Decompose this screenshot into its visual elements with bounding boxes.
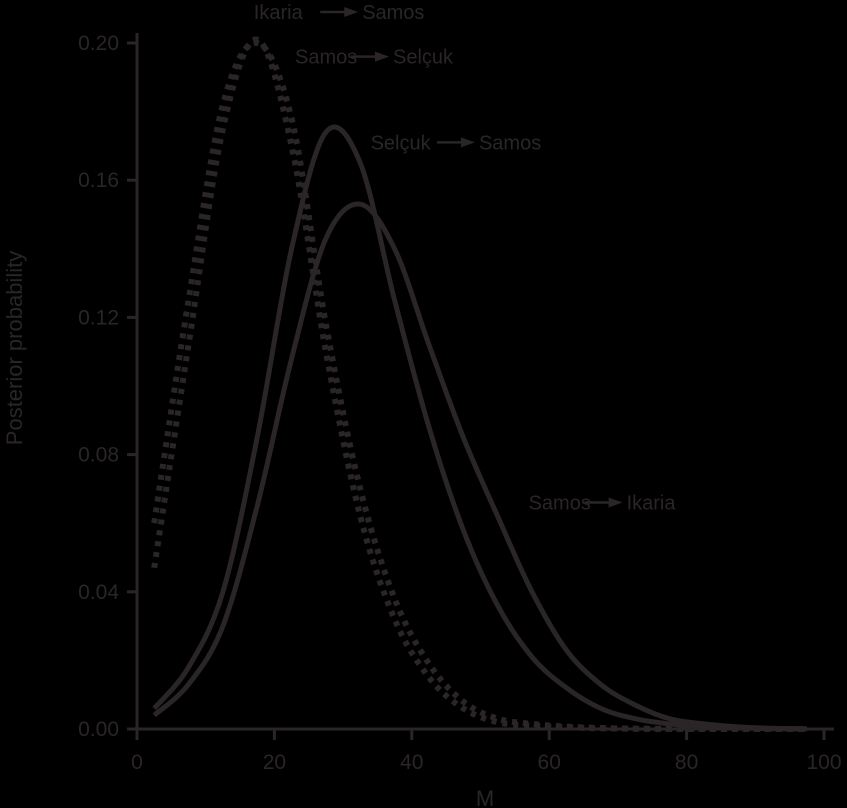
series-line-sel-uk-samos <box>152 124 807 732</box>
y-tick-label: 0.08 <box>78 444 119 467</box>
series-annotation: Ikaria Samos <box>254 2 425 24</box>
arrow-head-icon <box>375 51 390 62</box>
annotation-from: Ikaria <box>254 2 304 24</box>
x-axis: 0 20 40 60 80 100 <box>131 727 842 774</box>
arrow-head-icon <box>608 497 623 508</box>
arrow-head-icon <box>344 6 359 17</box>
x-tick-label: 60 <box>538 751 561 774</box>
annotation-to: Samos <box>479 132 541 154</box>
x-tick-label: 20 <box>263 751 286 774</box>
annotation-to: Samos <box>362 2 424 24</box>
annotation-to: Ikaria <box>627 492 677 514</box>
series-annotation: Samos Selçuk <box>295 47 454 69</box>
y-tick-label: 0.12 <box>78 306 119 329</box>
x-tick-label: 40 <box>400 751 423 774</box>
series-annotation: Selçuk Samos <box>371 132 542 154</box>
y-tick-label: 0.16 <box>78 169 119 192</box>
series-line-samos-sel-uk <box>151 39 807 733</box>
series-layer <box>151 36 807 733</box>
series-line-samos-ikaria <box>152 201 807 732</box>
y-axis-title: Posterior probability <box>2 251 27 445</box>
x-tick-label: 80 <box>675 751 698 774</box>
annotation-to: Selçuk <box>393 47 454 69</box>
annotation-from: Samos <box>529 492 591 514</box>
y-tick-label: 0.00 <box>78 718 119 741</box>
x-tick-label: 100 <box>806 751 841 774</box>
y-tick-label: 0.04 <box>78 581 119 604</box>
annotation-from: Selçuk <box>371 132 432 154</box>
y-tick-label: 0.20 <box>78 32 119 55</box>
series-annotation: Samos Ikaria <box>529 492 677 514</box>
x-tick-label: 0 <box>131 751 143 774</box>
arrow-head-icon <box>460 137 475 148</box>
x-axis-title: M <box>476 786 494 808</box>
y-axis: 0.00 0.04 0.08 0.12 0.16 0.20 <box>78 32 139 741</box>
annotation-from: Samos <box>295 47 357 69</box>
